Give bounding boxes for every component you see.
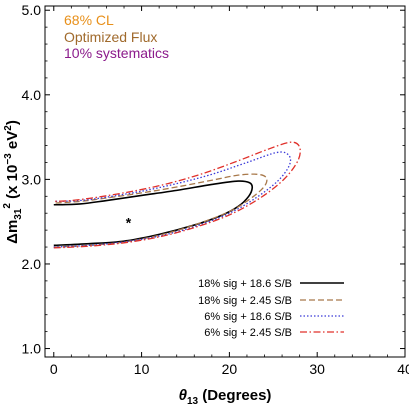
best-fit-marker: *: [126, 215, 132, 231]
x-tick-label: 20: [222, 361, 238, 377]
contour-series-1: [53, 180, 254, 247]
contours: [53, 141, 301, 249]
legend-label-3: 6% sig + 18.6 S/B: [204, 311, 292, 323]
x-tick-label: 40: [397, 361, 409, 377]
legend-label-1: 18% sig + 18.6 S/B: [198, 278, 292, 290]
legend-label-2: 18% sig + 2.45 S/B: [198, 295, 292, 307]
annotation-cl: 68% CL: [64, 12, 114, 28]
x-tick-label: 30: [309, 361, 325, 377]
y-tick-label: 1.0: [22, 341, 42, 357]
y-tick-label: 3.0: [22, 171, 42, 187]
y-axis-title: Δm312 (x 10−3 eV2): [2, 120, 24, 244]
tick-labels: 0 10 20 30 40 1.0 2.0 3.0 4.0 5.0: [22, 2, 409, 377]
x-tick-label: 0: [50, 361, 58, 377]
legend: 18% sig + 18.6 S/B 18% sig + 2.45 S/B 6%…: [198, 278, 344, 339]
plot-frame: [44, 5, 406, 358]
x-axis-title: θ13 (Degrees): [179, 387, 272, 407]
annotation-systematics: 10% systematics: [64, 45, 169, 61]
annotations: 68% CL Optimized Flux 10% systematics: [64, 12, 169, 61]
contour-series-4: [53, 141, 301, 249]
legend-label-4: 6% sig + 2.45 S/B: [204, 327, 292, 339]
y-tick-label: 4.0: [22, 87, 42, 103]
x-tick-label: 10: [134, 361, 150, 377]
annotation-flux: Optimized Flux: [64, 29, 157, 45]
y-tick-label: 5.0: [22, 2, 42, 18]
y-tick-label: 2.0: [22, 256, 42, 272]
ticks: [45, 6, 406, 357]
contour-series-3: [53, 151, 292, 248]
